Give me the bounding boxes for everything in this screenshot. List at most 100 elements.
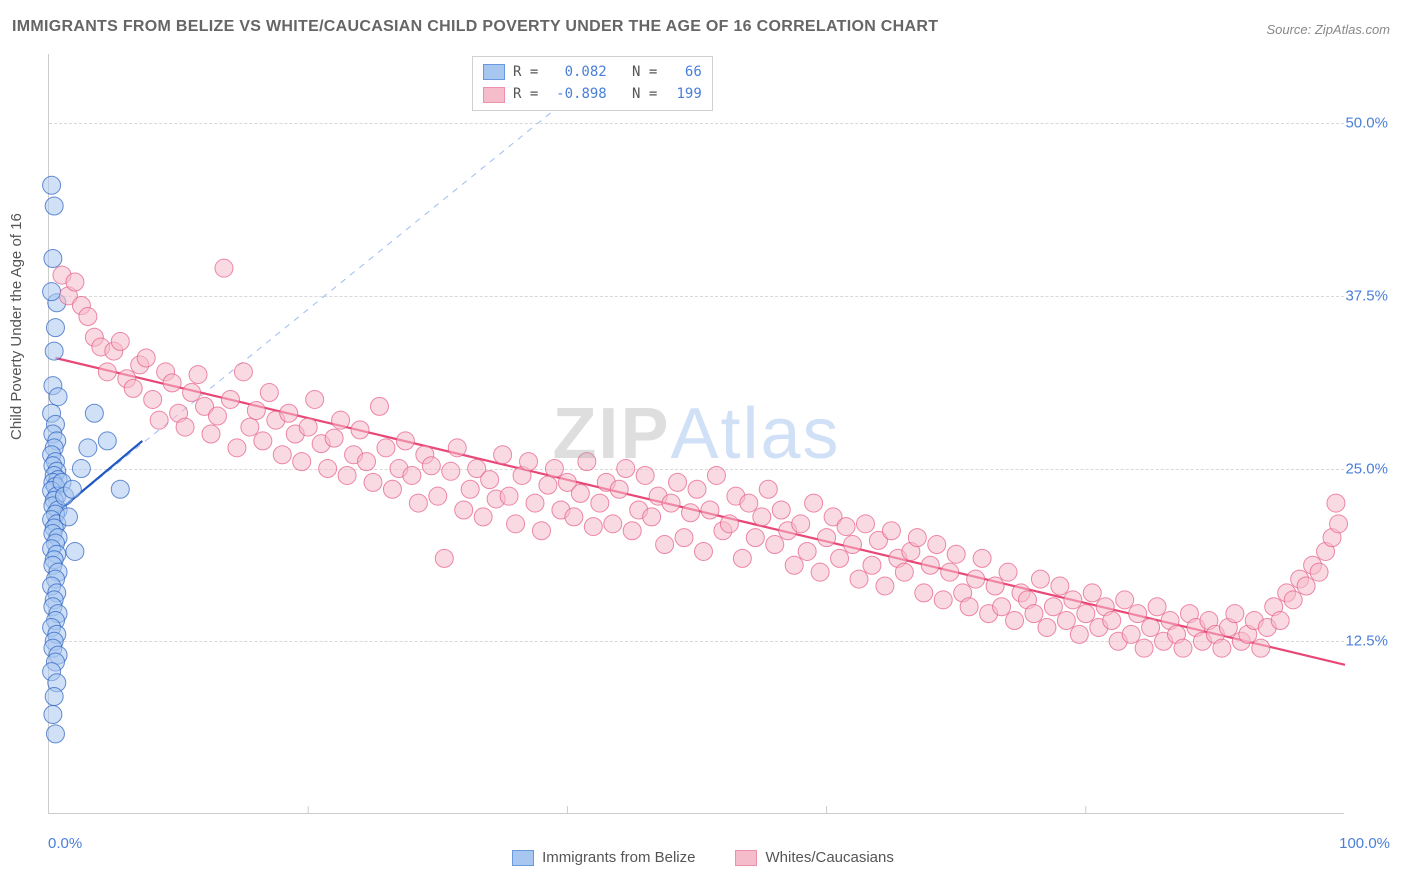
data-point — [682, 504, 700, 522]
data-point — [377, 439, 395, 457]
data-point — [144, 390, 162, 408]
legend-swatch — [735, 850, 757, 866]
data-point — [520, 453, 538, 471]
data-point — [163, 374, 181, 392]
data-point — [759, 480, 777, 498]
chart-title: IMMIGRANTS FROM BELIZE VS WHITE/CAUCASIA… — [12, 18, 938, 36]
stats-text: R = -0.898 N = 199 — [513, 83, 702, 105]
data-point — [1103, 612, 1121, 630]
data-point — [98, 432, 116, 450]
data-point — [1135, 639, 1153, 657]
data-point — [850, 570, 868, 588]
trend-extension — [52, 68, 607, 517]
data-point — [46, 319, 64, 337]
data-point — [707, 466, 725, 484]
data-point — [584, 518, 602, 536]
data-point — [526, 494, 544, 512]
data-point — [662, 494, 680, 512]
data-point — [844, 536, 862, 554]
data-point — [623, 522, 641, 540]
scatter-svg — [49, 54, 1344, 813]
data-point — [319, 460, 337, 478]
data-point — [532, 522, 550, 540]
data-point — [409, 494, 427, 512]
data-point — [247, 402, 265, 420]
data-point — [63, 480, 81, 498]
data-point — [895, 563, 913, 581]
data-point — [1174, 639, 1192, 657]
data-point — [766, 536, 784, 554]
data-point — [1006, 612, 1024, 630]
data-point — [1297, 577, 1315, 595]
data-point — [565, 508, 583, 526]
data-point — [461, 480, 479, 498]
data-point — [1213, 639, 1231, 657]
data-point — [306, 390, 324, 408]
stats-box: R = 0.082 N = 66R = -0.898 N = 199 — [472, 56, 713, 111]
data-point — [1057, 612, 1075, 630]
data-point — [720, 515, 738, 533]
stats-row: R = 0.082 N = 66 — [483, 61, 702, 83]
data-point — [43, 176, 61, 194]
data-point — [863, 556, 881, 574]
data-point — [260, 384, 278, 402]
data-point — [396, 432, 414, 450]
data-point — [1038, 618, 1056, 636]
data-point — [1064, 591, 1082, 609]
data-point — [1122, 625, 1140, 643]
data-point — [591, 494, 609, 512]
data-point — [455, 501, 473, 519]
data-point — [494, 446, 512, 464]
data-point — [934, 591, 952, 609]
data-point — [338, 466, 356, 484]
data-point — [44, 250, 62, 268]
data-point — [429, 487, 447, 505]
data-point — [571, 484, 589, 502]
y-tick-label: 25.0% — [1345, 460, 1388, 477]
data-point — [358, 453, 376, 471]
data-point — [1327, 494, 1345, 512]
data-point — [280, 404, 298, 422]
legend-swatch — [512, 850, 534, 866]
data-point — [183, 384, 201, 402]
data-point — [811, 563, 829, 581]
data-point — [1142, 618, 1160, 636]
data-point — [643, 508, 661, 526]
plot-area: ZIPAtlas — [48, 54, 1344, 814]
data-point — [675, 529, 693, 547]
data-point — [403, 466, 421, 484]
data-point — [1077, 605, 1095, 623]
data-point — [772, 501, 790, 519]
data-point — [221, 390, 239, 408]
data-point — [72, 460, 90, 478]
data-point — [474, 508, 492, 526]
stats-row: R = -0.898 N = 199 — [483, 83, 702, 105]
data-point — [208, 407, 226, 425]
data-point — [448, 439, 466, 457]
data-point — [422, 457, 440, 475]
stats-text: R = 0.082 N = 66 — [513, 61, 702, 83]
legend-label: Whites/Caucasians — [765, 849, 893, 866]
data-point — [694, 542, 712, 560]
y-axis-label: Child Poverty Under the Age of 16 — [8, 213, 25, 440]
data-point — [45, 342, 63, 360]
data-point — [837, 518, 855, 536]
data-point — [325, 429, 343, 447]
data-point — [792, 515, 810, 533]
data-point — [254, 432, 272, 450]
data-point — [539, 476, 557, 494]
data-point — [215, 259, 233, 277]
data-point — [636, 466, 654, 484]
data-point — [176, 418, 194, 436]
data-point — [753, 508, 771, 526]
data-point — [98, 363, 116, 381]
data-point — [688, 480, 706, 498]
data-point — [111, 480, 129, 498]
data-point — [1044, 598, 1062, 616]
bottom-legend: Immigrants from BelizeWhites/Caucasians — [0, 849, 1406, 866]
data-point — [500, 487, 518, 505]
data-point — [45, 688, 63, 706]
data-point — [1310, 563, 1328, 581]
data-point — [45, 197, 63, 215]
data-point — [111, 332, 129, 350]
